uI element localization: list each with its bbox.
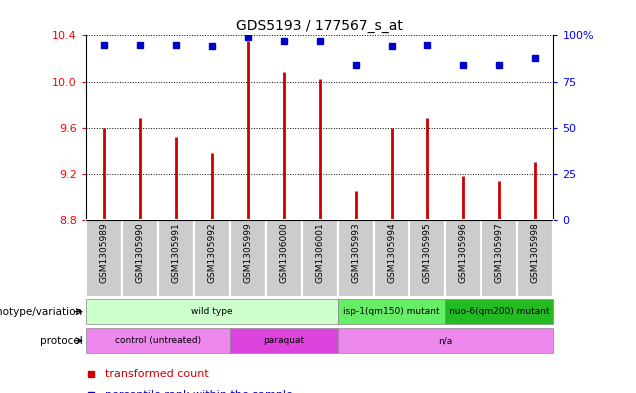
Bar (517, 220, 553, 297)
Title: GDS5193 / 177567_s_at: GDS5193 / 177567_s_at (236, 19, 403, 33)
Bar (230, 328, 338, 353)
Bar (338, 299, 445, 324)
Bar (445, 299, 553, 324)
Bar (445, 220, 481, 297)
Text: GSM1305992: GSM1305992 (207, 222, 216, 283)
Text: GSM1305991: GSM1305991 (171, 222, 180, 283)
Text: GSM1305994: GSM1305994 (387, 222, 396, 283)
Bar (194, 220, 230, 297)
Bar (338, 220, 373, 297)
Bar (86, 328, 230, 353)
Bar (158, 220, 194, 297)
Bar (373, 220, 410, 297)
Text: protocol: protocol (40, 336, 83, 346)
Text: GSM1305998: GSM1305998 (531, 222, 540, 283)
Text: paraquat: paraquat (263, 336, 304, 345)
Text: GSM1305996: GSM1305996 (459, 222, 468, 283)
Text: GSM1305993: GSM1305993 (351, 222, 360, 283)
Text: nuo-6(qm200) mutant: nuo-6(qm200) mutant (449, 307, 550, 316)
Text: n/a: n/a (438, 336, 453, 345)
Bar (122, 220, 158, 297)
Bar (86, 220, 122, 297)
Text: transformed count: transformed count (104, 369, 209, 378)
Bar (481, 220, 517, 297)
Text: GSM1305999: GSM1305999 (243, 222, 252, 283)
Bar (410, 220, 445, 297)
Bar (230, 220, 266, 297)
Text: GSM1305995: GSM1305995 (423, 222, 432, 283)
Text: GSM1306000: GSM1306000 (279, 222, 288, 283)
Text: genotype/variation: genotype/variation (0, 307, 83, 317)
Bar (301, 220, 338, 297)
Text: GSM1305990: GSM1305990 (135, 222, 144, 283)
Text: GSM1305997: GSM1305997 (495, 222, 504, 283)
Bar (86, 299, 338, 324)
Text: control (untreated): control (untreated) (114, 336, 201, 345)
Text: GSM1306001: GSM1306001 (315, 222, 324, 283)
Bar (338, 328, 553, 353)
Text: percentile rank within the sample: percentile rank within the sample (104, 390, 293, 393)
Bar (266, 220, 301, 297)
Text: isp-1(qm150) mutant: isp-1(qm150) mutant (343, 307, 440, 316)
Text: GSM1305989: GSM1305989 (99, 222, 108, 283)
Text: wild type: wild type (191, 307, 233, 316)
